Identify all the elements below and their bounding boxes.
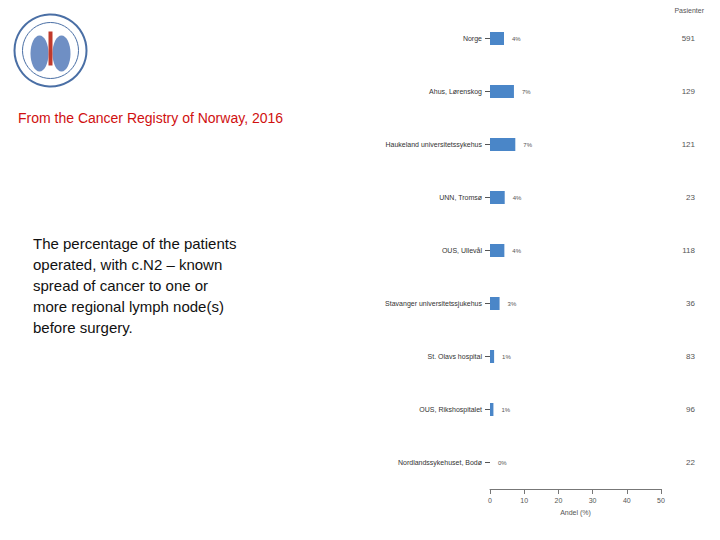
svg-text:The percentage of the patients: The percentage of the patients (33, 235, 236, 252)
svg-text:1%: 1% (501, 407, 510, 413)
svg-text:4%: 4% (512, 248, 521, 254)
svg-text:spread of cancer to one or: spread of cancer to one or (33, 277, 208, 294)
svg-text:591: 591 (682, 34, 696, 43)
svg-text:0: 0 (488, 497, 492, 504)
svg-text:50: 50 (657, 497, 665, 504)
svg-text:4%: 4% (512, 36, 521, 42)
svg-text:Andel (%): Andel (%) (560, 509, 591, 517)
svg-text:40: 40 (623, 497, 631, 504)
svg-text:Stavanger universitetssjukehus: Stavanger universitetssjukehus (385, 300, 482, 308)
svg-text:121: 121 (682, 140, 696, 149)
svg-text:30: 30 (589, 497, 597, 504)
svg-text:more regional lymph node(s): more regional lymph node(s) (33, 298, 224, 315)
svg-text:20: 20 (555, 497, 563, 504)
svg-text:UNN, Tromsø: UNN, Tromsø (439, 194, 483, 201)
svg-text:Pasienter: Pasienter (674, 7, 704, 14)
svg-text:1%: 1% (502, 354, 511, 360)
svg-text:3%: 3% (508, 301, 517, 307)
svg-text:83: 83 (686, 352, 695, 361)
svg-text:4%: 4% (513, 195, 522, 201)
svg-text:118: 118 (682, 246, 695, 255)
svg-text:22: 22 (686, 458, 695, 467)
svg-text:OUS, Ullevål: OUS, Ullevål (442, 247, 483, 254)
svg-text:96: 96 (686, 405, 695, 414)
svg-text:23: 23 (686, 193, 695, 202)
svg-text:10: 10 (520, 497, 528, 504)
svg-text:operated, with c.N2 – known: operated, with c.N2 – known (33, 256, 222, 273)
svg-text:Nordlandssykehuset, Bodø: Nordlandssykehuset, Bodø (398, 459, 483, 467)
svg-text:36: 36 (686, 299, 695, 308)
svg-text:Norge: Norge (463, 35, 482, 43)
svg-text:129: 129 (682, 87, 696, 96)
svg-text:before surgery.: before surgery. (33, 319, 133, 336)
svg-text:Haukeland universitetssykehus: Haukeland universitetssykehus (386, 141, 483, 149)
svg-text:From the Cancer Registry of No: From the Cancer Registry of Norway, 2016 (18, 110, 283, 126)
svg-text:7%: 7% (523, 142, 532, 148)
svg-text:St. Olavs hospital: St. Olavs hospital (428, 353, 483, 361)
svg-text:7%: 7% (522, 89, 531, 95)
svg-text:Ahus, Lørenskog: Ahus, Lørenskog (429, 88, 482, 96)
svg-text:0%: 0% (498, 460, 507, 466)
svg-text:OUS, Rikshospitalet: OUS, Rikshospitalet (419, 406, 482, 414)
